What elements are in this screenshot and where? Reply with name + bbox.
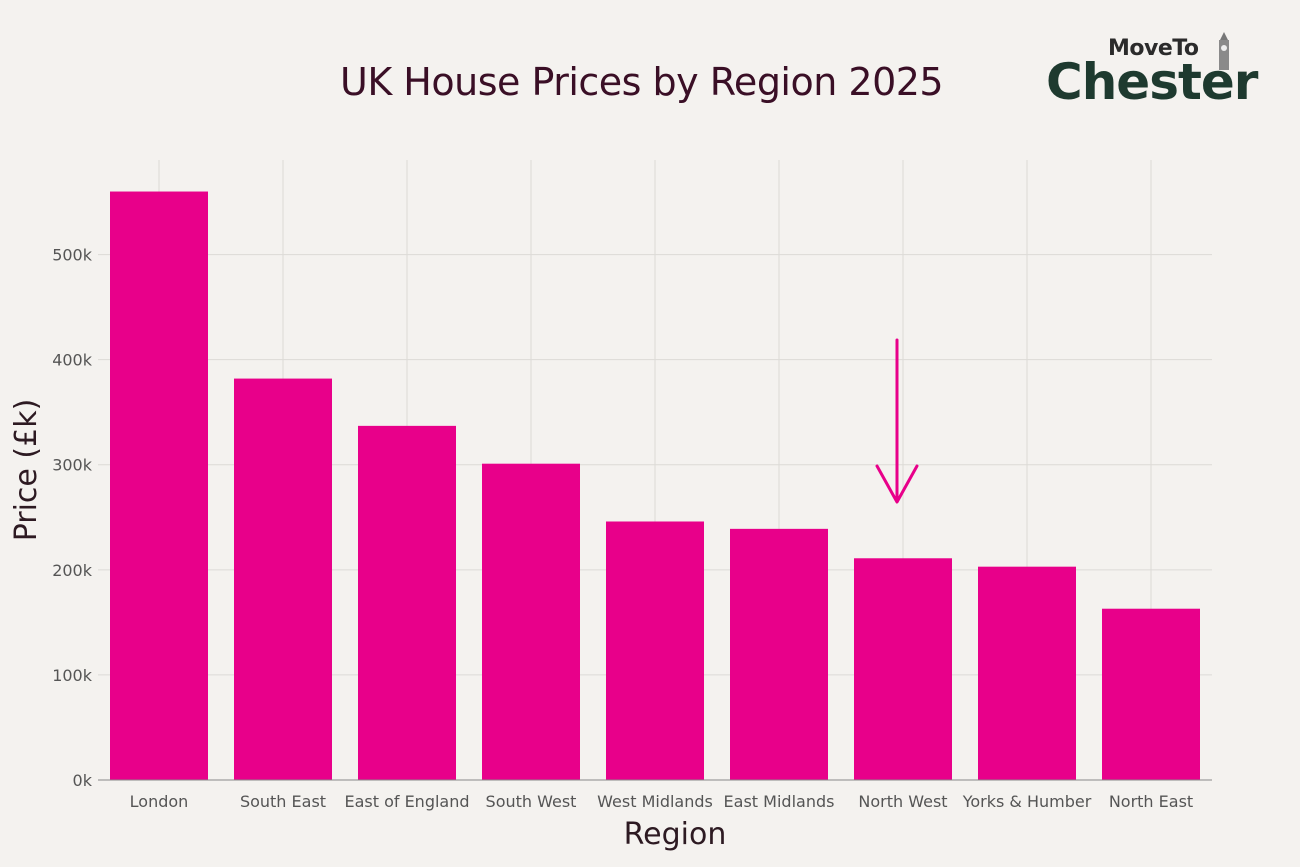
bar-north-east <box>1102 608 1200 780</box>
y-tick-label: 300k <box>52 456 93 475</box>
x-category-label: North West <box>858 792 947 811</box>
bar-south-west <box>482 463 580 780</box>
bar-north-west <box>854 558 952 780</box>
x-category-label: South East <box>240 792 326 811</box>
x-category-label: South West <box>486 792 577 811</box>
x-category-label: East of England <box>344 792 469 811</box>
y-axis-title: Price (£k) <box>9 399 44 542</box>
bar-south-east <box>234 378 332 780</box>
x-category-label: East Midlands <box>724 792 835 811</box>
bar-west-midlands <box>606 521 704 780</box>
y-tick-label: 200k <box>52 561 93 580</box>
chart-title: UK House Prices by Region 2025 <box>340 60 944 104</box>
x-axis-title: Region <box>624 817 727 852</box>
bars <box>110 191 1200 781</box>
bar-east-midlands <box>730 528 828 780</box>
x-category-labels: London South East East of England South Wes… <box>130 792 1194 811</box>
y-tick-labels: 0k 100k 200k 300k 400k 500k <box>52 246 93 790</box>
x-category-label: Yorks & Humber <box>962 792 1092 811</box>
bar-east-of-england <box>358 425 456 780</box>
y-tick-label: 500k <box>52 246 93 265</box>
annotation-arrow <box>875 338 919 504</box>
arrow-head <box>875 464 919 504</box>
bar-london <box>110 191 208 781</box>
clock-tower-icon <box>1219 32 1229 70</box>
brand-logo: MoveTo Chester <box>1046 32 1266 112</box>
y-tick-label: 100k <box>52 666 93 685</box>
bar-yorks-humber <box>978 566 1076 780</box>
y-tick-label: 400k <box>52 351 93 370</box>
x-category-label: West Midlands <box>597 792 713 811</box>
y-tick-label: 0k <box>73 771 93 790</box>
x-category-label: North East <box>1109 792 1193 811</box>
logo-top-text: MoveTo <box>1108 36 1199 61</box>
x-category-label: London <box>130 792 189 811</box>
